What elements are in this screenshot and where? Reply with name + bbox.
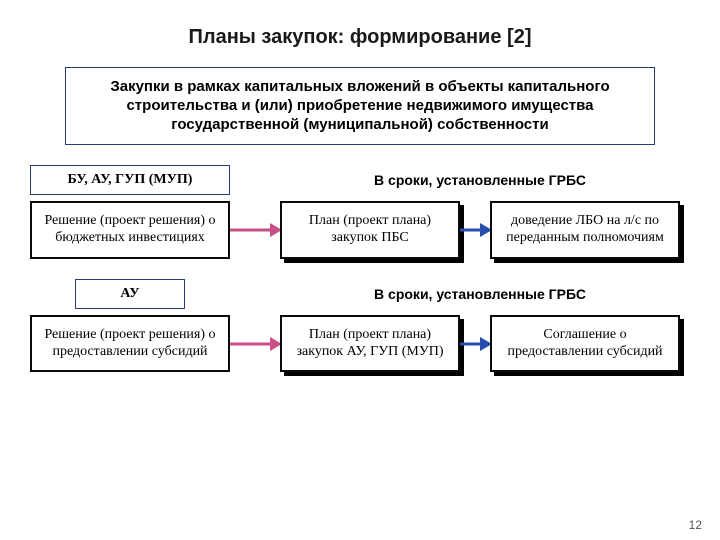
block2-left-box: Решение (проект решения) о предоставлени… xyxy=(30,315,230,373)
arrow-icon xyxy=(460,223,490,237)
page-title: Планы закупок: формирование [2] xyxy=(30,26,690,49)
block1-row: Решение (проект решения) о бюджетных инв… xyxy=(30,201,690,259)
arrow-icon xyxy=(230,337,280,351)
intro-box: Закупки в рамках капитальных вложений в … xyxy=(65,67,655,145)
block2-left-head: АУ xyxy=(75,279,185,309)
arrow-icon xyxy=(230,223,280,237)
page-number: 12 xyxy=(689,518,702,532)
block2-headers: АУ В сроки, установленные ГРБС xyxy=(30,279,690,309)
block1-left-head: БУ, АУ, ГУП (МУП) xyxy=(30,165,230,195)
block1-right-box: доведение ЛБО на л/с по переданным полно… xyxy=(490,201,680,259)
block1-mid-box: План (проект плана) закупок ПБС xyxy=(280,201,460,259)
block2-mid-box: План (проект плана) закупок АУ, ГУП (МУП… xyxy=(280,315,460,373)
block2-row: Решение (проект решения) о предоставлени… xyxy=(30,315,690,373)
block2-right-box: Соглашение о предоставлении субсидий xyxy=(490,315,680,373)
block1-headers: БУ, АУ, ГУП (МУП) В сроки, установленные… xyxy=(30,165,690,195)
block1-left-box: Решение (проект решения) о бюджетных инв… xyxy=(30,201,230,259)
block2-right-head: В сроки, установленные ГРБС xyxy=(280,280,680,308)
block1-right-head: В сроки, установленные ГРБС xyxy=(280,166,680,194)
arrow-icon xyxy=(460,337,490,351)
